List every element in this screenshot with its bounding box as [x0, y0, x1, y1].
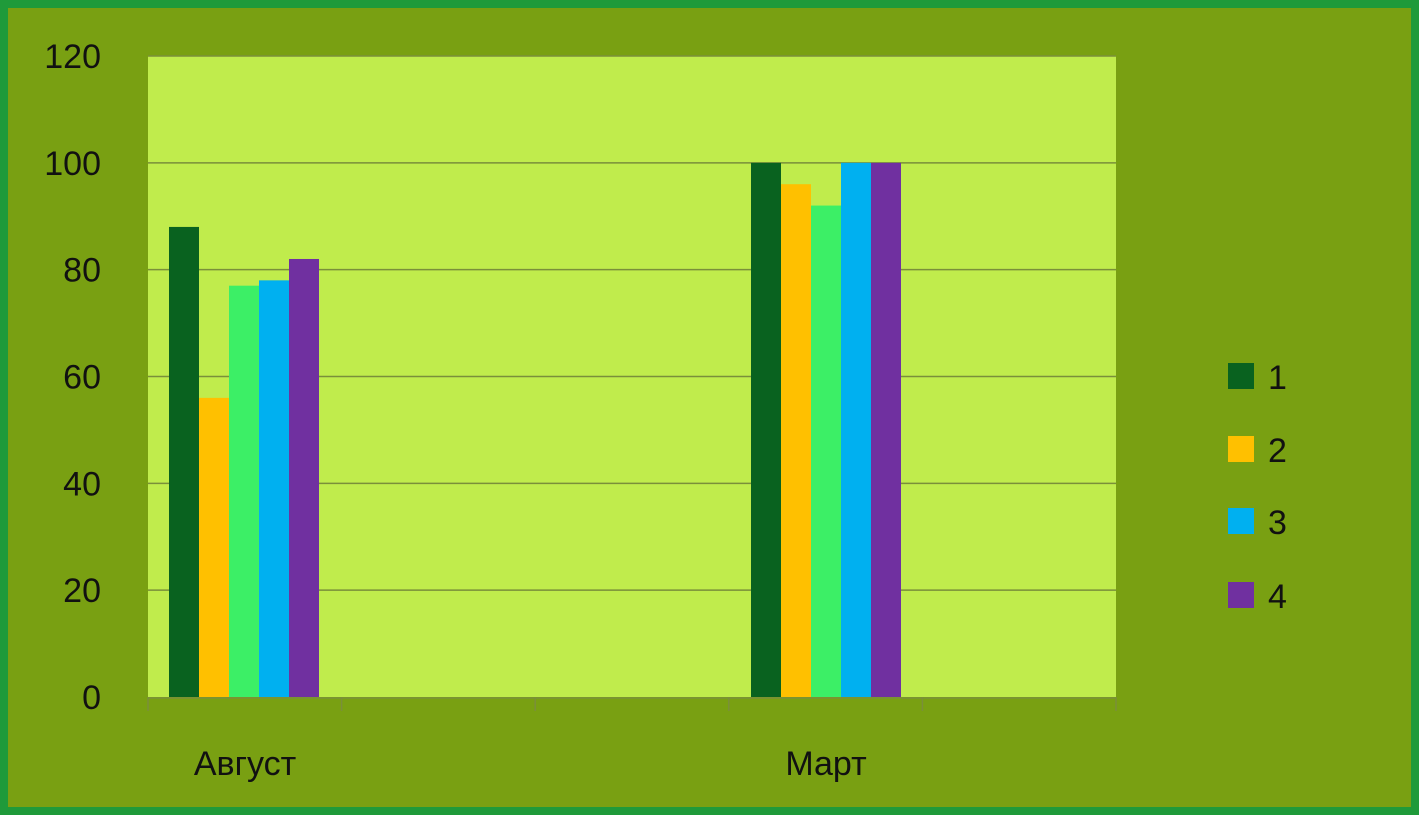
bars [169, 162, 901, 698]
y-tick-label: 120 [44, 38, 101, 76]
y-tick-label: 80 [63, 252, 101, 290]
bar [289, 258, 319, 697]
y-tick-label: 0 [82, 679, 101, 717]
legend-label: 3 [1268, 504, 1287, 542]
y-tick-label: 60 [63, 359, 101, 397]
legend-swatch [1228, 436, 1254, 462]
x-axis-ticks: Август Март [194, 745, 867, 783]
legend-item: 2 [1228, 432, 1287, 470]
x-axis [147, 697, 1117, 711]
legend: 1 2 3 4 [1228, 359, 1287, 616]
x-tick-label: Август [194, 745, 296, 783]
legend-label: 2 [1268, 432, 1287, 470]
bar [781, 184, 811, 697]
y-tick-label: 100 [44, 145, 101, 183]
y-tick-label: 40 [63, 465, 101, 503]
legend-swatch [1228, 508, 1254, 534]
y-tick-label: 20 [63, 572, 101, 610]
bar [841, 162, 871, 698]
legend-label: 4 [1268, 578, 1287, 616]
legend-label: 1 [1268, 359, 1287, 397]
bar [199, 397, 229, 697]
bar [751, 162, 781, 698]
legend-item: 4 [1228, 578, 1287, 616]
legend-swatch [1228, 582, 1254, 608]
bar [259, 280, 289, 697]
y-axis-ticks: 0 20 40 60 80 100 120 [44, 38, 101, 717]
bar [811, 205, 841, 698]
x-tick-label: Март [785, 745, 866, 783]
bar [229, 285, 259, 697]
bar [169, 226, 199, 697]
legend-item: 3 [1228, 504, 1287, 542]
legend-swatch [1228, 363, 1254, 389]
legend-item: 1 [1228, 359, 1287, 397]
bar [871, 162, 901, 698]
